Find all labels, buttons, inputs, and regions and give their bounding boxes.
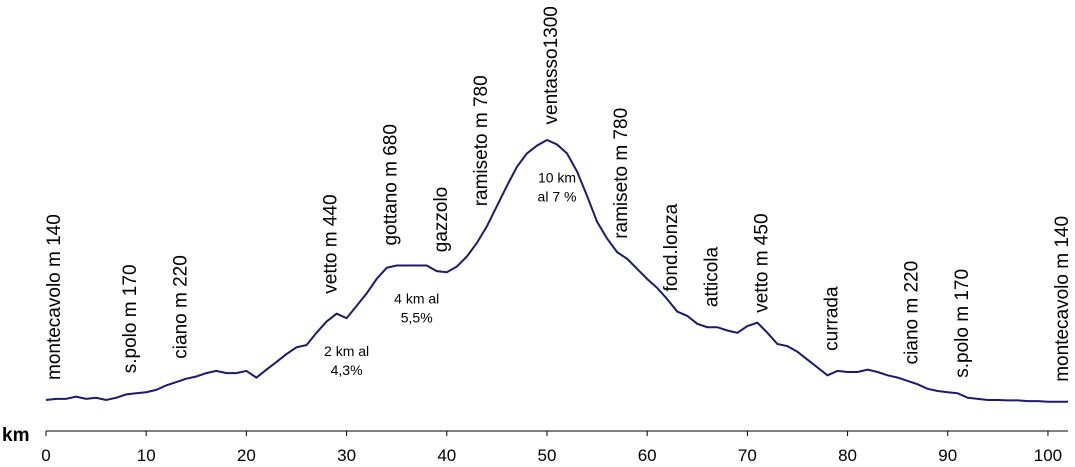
- slope-annotation: 2 km al: [324, 343, 369, 359]
- x-axis-title: km: [2, 425, 29, 446]
- x-tick-label: 100: [1034, 446, 1062, 465]
- slope-annotations: 2 km al 4,3% 4 km al 5,5% 10 km al 7 %: [324, 169, 576, 378]
- slope-annotation: al 7 %: [538, 188, 577, 204]
- x-tick-label: 10: [137, 446, 156, 465]
- x-tick-label: 80: [838, 446, 857, 465]
- place-label: ventasso1300: [541, 6, 562, 124]
- x-tick-label: 50: [538, 446, 557, 465]
- place-label: montecavolo m 140: [1052, 216, 1073, 382]
- place-label: ciano m 220: [902, 261, 923, 365]
- place-label: ramiseto m 780: [471, 75, 492, 206]
- elevation-profile-line: [45, 138, 1068, 403]
- place-label: currada: [822, 286, 843, 351]
- x-tick-label: 90: [938, 446, 957, 465]
- place-labels: montecavolo m 140 s.polo m 170 ciano m 220…: [44, 6, 1073, 382]
- slope-annotation: 10 km: [538, 169, 576, 185]
- x-tick-label: 70: [738, 446, 757, 465]
- place-label: vetto m 450: [751, 213, 772, 312]
- place-label: s.polo m 170: [120, 264, 141, 373]
- place-label: atticola: [701, 247, 722, 308]
- x-tick-label: 20: [237, 446, 256, 465]
- x-tick-label: 60: [638, 446, 657, 465]
- place-label: montecavolo m 140: [44, 214, 65, 380]
- slope-annotation: 4 km al: [394, 291, 439, 307]
- slope-annotation: 4,3%: [331, 362, 363, 378]
- place-label: ciano m 220: [170, 255, 191, 359]
- place-label: ramiseto m 780: [611, 108, 632, 239]
- x-axis-ticks: 0 10 20 30 40 50 60 70 80 90 100: [41, 431, 1062, 465]
- place-label: vetto m 440: [321, 194, 342, 293]
- x-tick-label: 30: [337, 446, 356, 465]
- slope-annotation: 5,5%: [401, 310, 433, 326]
- x-tick-label: 40: [437, 446, 456, 465]
- place-label: gottano m 680: [381, 124, 402, 245]
- place-label: s.polo m 170: [952, 269, 973, 378]
- place-label: fond.lonza: [661, 203, 682, 291]
- place-label: gazzolo: [431, 187, 452, 253]
- x-tick-label: 0: [41, 446, 50, 465]
